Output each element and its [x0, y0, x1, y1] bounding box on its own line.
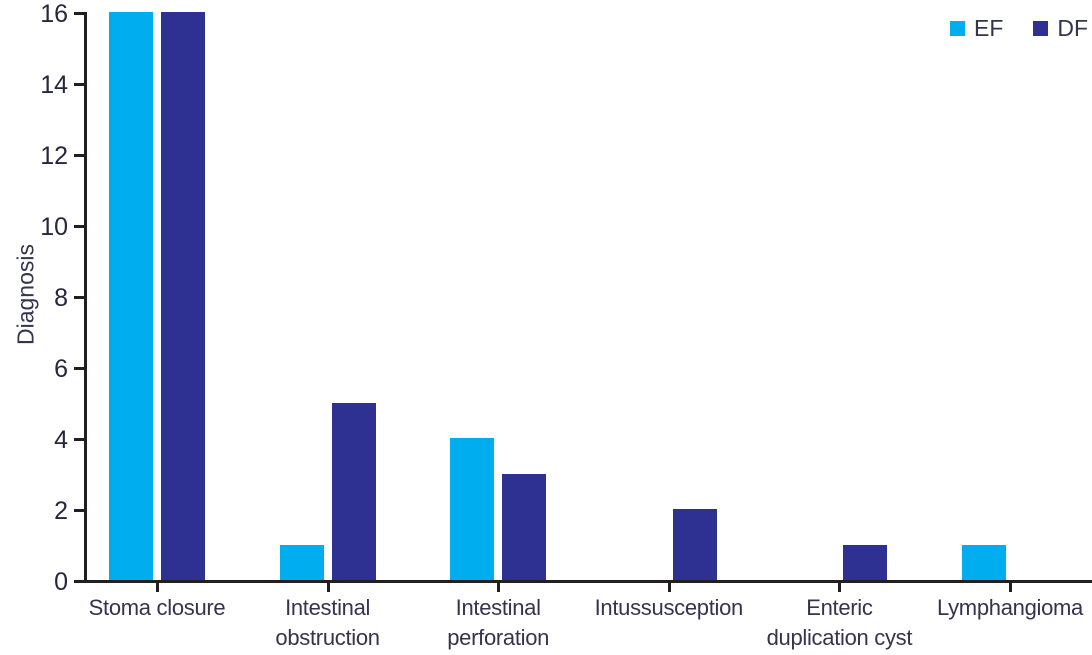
legend-swatch-df: [1033, 21, 1049, 36]
x-category-label: Stoma closure: [37, 593, 277, 623]
y-tick: [74, 12, 84, 15]
y-tick-label: 6: [54, 354, 68, 383]
bar-df-2: [502, 473, 547, 580]
y-tick: [74, 580, 84, 583]
x-category-label: Enteric duplication cyst: [719, 593, 959, 653]
y-axis-line: [84, 12, 87, 583]
bar-df-1: [331, 402, 376, 580]
legend: EF DF: [950, 15, 1088, 42]
x-category-label-line: obstruction: [275, 625, 380, 650]
bar-ef-2: [450, 438, 495, 580]
y-tick: [74, 296, 84, 299]
x-tick: [497, 583, 501, 592]
x-category-label-line: Intestinal: [285, 595, 371, 620]
x-tick: [1009, 583, 1012, 592]
x-category-label-line: Intussusception: [594, 595, 744, 620]
bar-ef-0: [109, 12, 153, 580]
legend-item-df: DF: [1033, 15, 1088, 42]
y-tick: [74, 225, 84, 228]
y-tick: [74, 367, 84, 370]
y-tick-label: 8: [54, 283, 68, 312]
y-tick: [74, 83, 84, 86]
y-tick: [74, 154, 84, 157]
y-tick: [74, 509, 84, 512]
y-tick-label: 2: [54, 496, 68, 525]
x-tick: [156, 583, 159, 592]
y-tick-label: 14: [40, 70, 68, 99]
x-axis-line: [74, 580, 1092, 583]
legend-label-df: DF: [1057, 15, 1089, 41]
bar-ef-5: [962, 544, 1006, 580]
bar-ef-1: [279, 544, 324, 580]
bar-df-4: [843, 544, 888, 580]
x-category-label: Lymphangioma: [890, 593, 1092, 623]
y-tick: [74, 438, 84, 441]
x-category-label-line: Stoma closure: [88, 595, 226, 620]
y-tick-label: 10: [40, 212, 68, 241]
x-tick: [667, 583, 671, 592]
x-tick: [326, 583, 330, 592]
x-tick: [838, 583, 842, 592]
x-category-label-line: Lymphangioma: [936, 595, 1083, 620]
x-category-label: Intussusception: [549, 593, 789, 623]
y-tick-label: 4: [54, 425, 68, 454]
y-tick-label: 12: [40, 141, 68, 170]
legend-label-ef: EF: [974, 15, 1004, 41]
legend-swatch-ef: [950, 21, 965, 36]
x-category-label: Intestinal obstruction: [208, 593, 448, 653]
y-tick-label: 16: [40, 0, 68, 28]
x-category-label: Intestinal perforation: [378, 593, 618, 653]
x-category-label-line: perforation: [447, 625, 550, 650]
y-tick-label: 0: [54, 567, 68, 596]
x-category-label-line: duplication cyst: [766, 625, 913, 650]
legend-item-ef: EF: [950, 15, 1003, 42]
bar-df-0: [161, 12, 205, 580]
bar-df-3: [672, 509, 717, 580]
x-category-label-line: Intestinal: [455, 595, 541, 620]
x-category-label-line: Enteric: [806, 595, 873, 620]
